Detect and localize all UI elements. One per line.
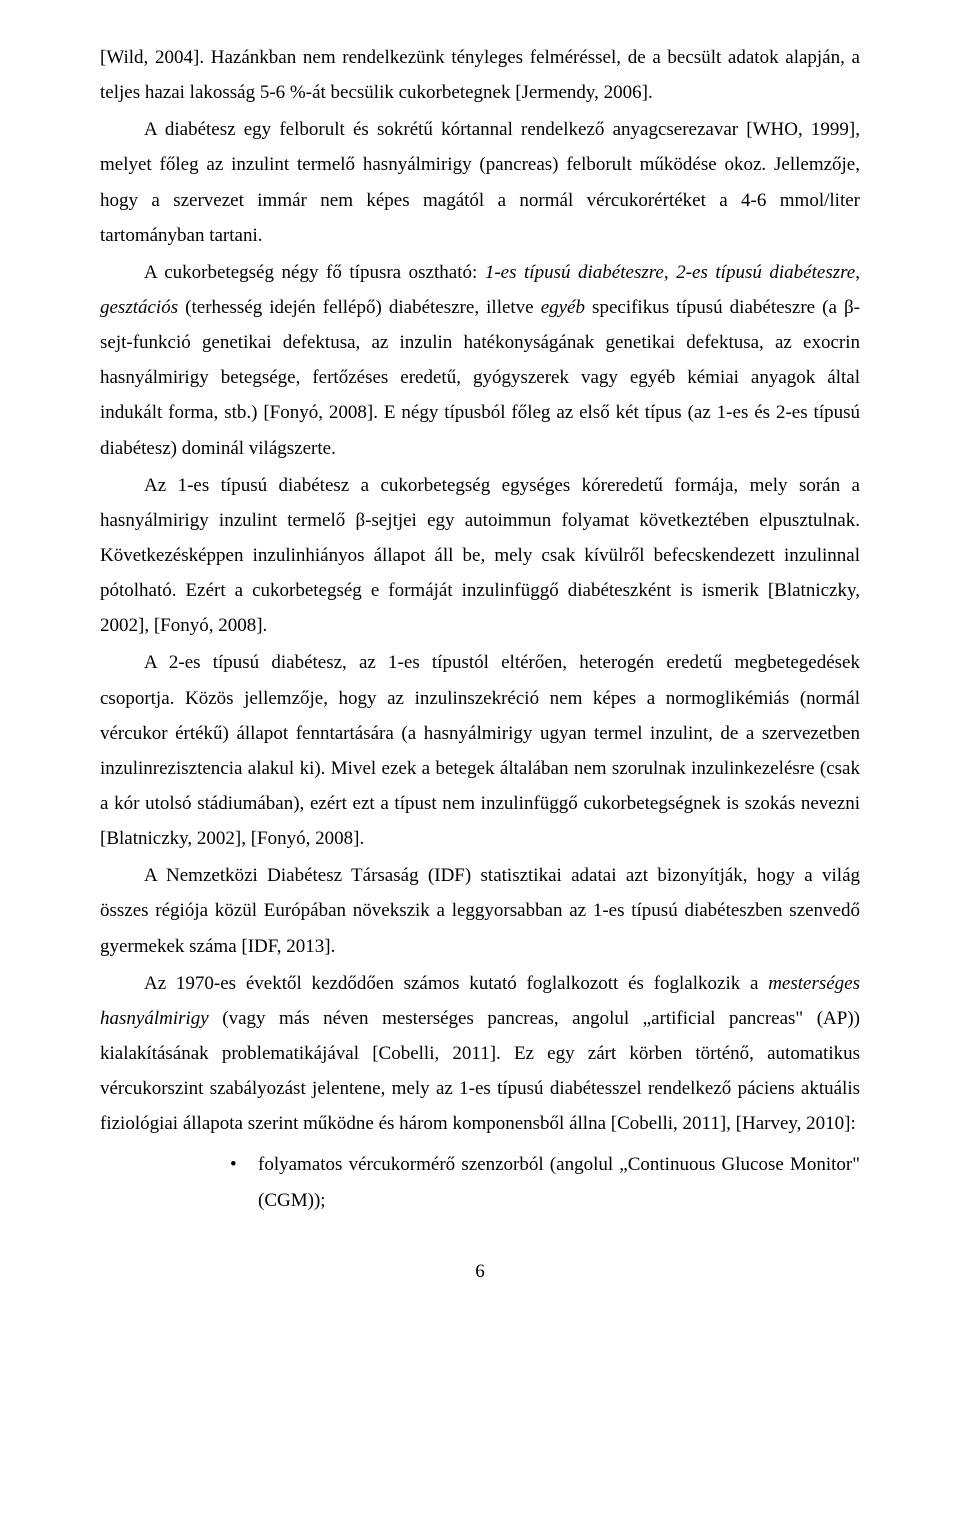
- bullet-text: folyamatos vércukormérő szenzorból (ango…: [258, 1147, 860, 1217]
- paragraph-1: [Wild, 2004]. Hazánkban nem rendelkezünk…: [100, 40, 860, 110]
- page-number: 6: [100, 1254, 860, 1289]
- paragraph-5: A 2-es típusú diabétesz, az 1-es típustó…: [100, 645, 860, 856]
- paragraph-4: Az 1-es típusú diabétesz a cukorbetegség…: [100, 468, 860, 644]
- document-page: [Wild, 2004]. Hazánkban nem rendelkezünk…: [0, 0, 960, 1521]
- paragraph-7: Az 1970-es évektől kezdődően számos kuta…: [100, 966, 860, 1142]
- bullet-list: • folyamatos vércukormérő szenzorból (an…: [230, 1147, 860, 1217]
- paragraph-6: A Nemzetközi Diabétesz Társaság (IDF) st…: [100, 858, 860, 963]
- bullet-icon: •: [230, 1147, 258, 1217]
- paragraph-2: A diabétesz egy felborult és sokrétű kór…: [100, 112, 860, 253]
- list-item: • folyamatos vércukormérő szenzorból (an…: [230, 1147, 860, 1217]
- paragraph-3: A cukorbetegség négy fő típusra osztható…: [100, 255, 860, 466]
